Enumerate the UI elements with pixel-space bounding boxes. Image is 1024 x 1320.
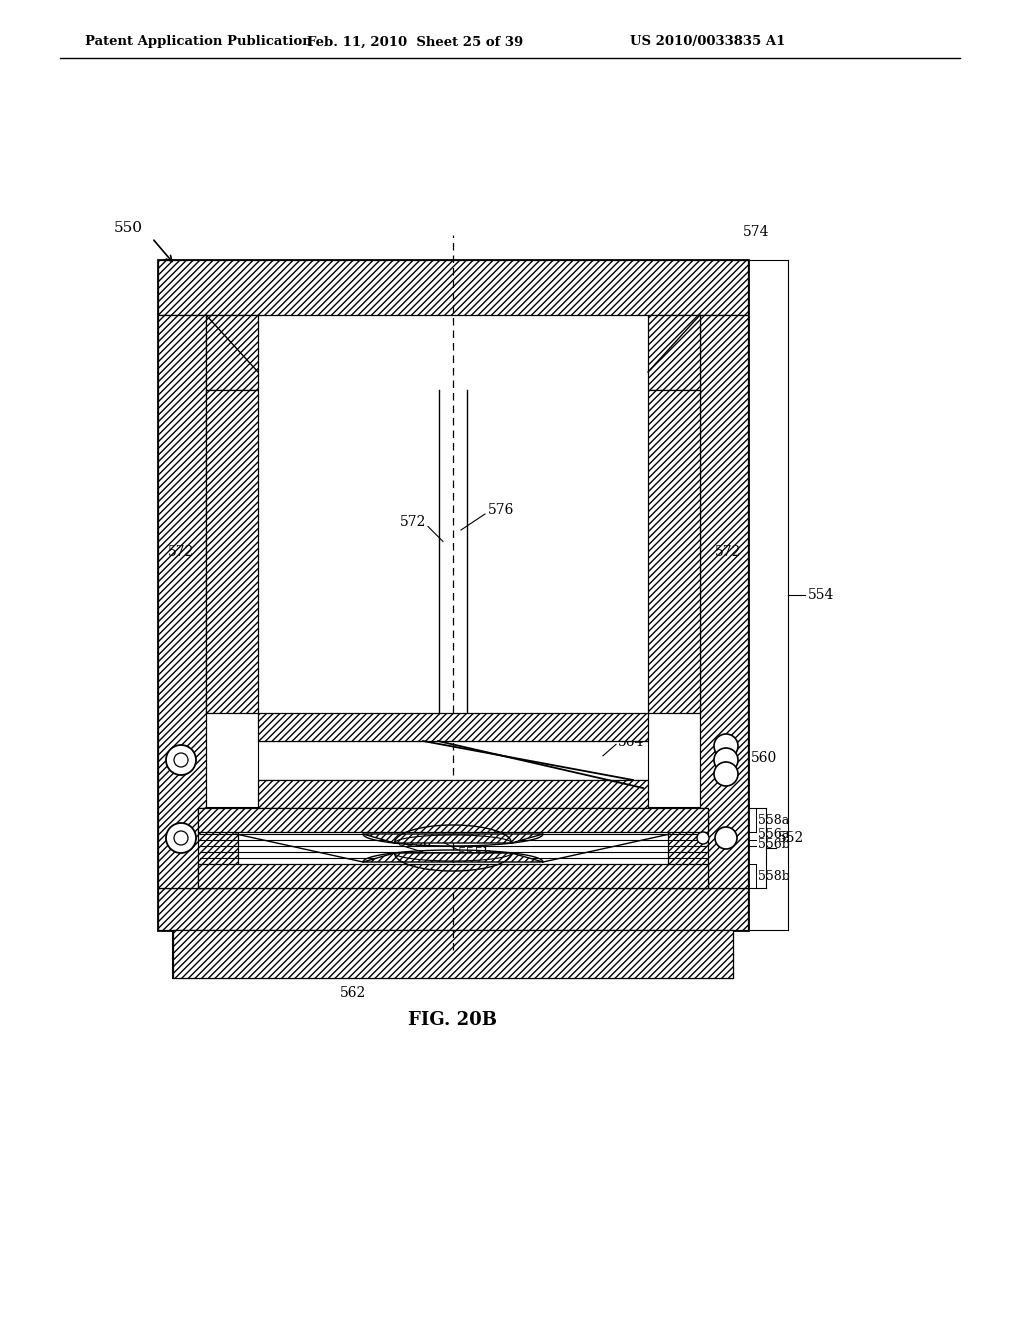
Text: 556a: 556a [758,828,790,841]
Bar [198,808,708,888]
Text: 574: 574 [743,224,769,239]
Text: 572: 572 [168,544,195,558]
Bar [158,260,748,931]
Bar [158,315,206,888]
Text: 558a: 558a [758,813,790,826]
Text: 572: 572 [399,515,426,528]
Text: 554: 554 [808,587,835,602]
Text: 562: 562 [340,986,367,1001]
Circle shape [715,828,737,849]
Text: 576: 576 [488,503,514,517]
Bar [648,315,700,389]
Bar [158,888,748,931]
Text: 572: 572 [715,544,741,558]
Bar [173,888,733,978]
Bar [258,780,648,808]
Text: 564: 564 [618,734,644,748]
Circle shape [714,748,738,772]
Polygon shape [362,834,543,843]
Text: 555b: 555b [458,847,494,861]
Bar [198,808,708,832]
Polygon shape [362,853,543,862]
Bar [258,713,648,741]
Text: Feb. 11, 2010  Sheet 25 of 39: Feb. 11, 2010 Sheet 25 of 39 [307,36,523,49]
Text: 550: 550 [114,220,142,235]
Text: FIG. 20B: FIG. 20B [409,1011,498,1030]
Circle shape [714,762,738,785]
Text: 560: 560 [751,751,777,766]
Bar [173,931,733,978]
Bar [198,865,708,888]
Bar [206,389,258,713]
Text: 556b: 556b [758,837,790,850]
Circle shape [166,744,196,775]
Circle shape [697,832,709,843]
Circle shape [714,734,738,758]
Bar [198,808,238,888]
Circle shape [174,752,188,767]
Text: 558b: 558b [758,870,790,883]
Circle shape [166,822,196,853]
Bar [158,260,748,315]
Text: Patent Application Publication: Patent Application Publication [85,36,311,49]
Bar [668,808,708,888]
Bar [258,741,648,780]
Circle shape [174,832,188,845]
Bar [648,389,700,713]
Bar [700,315,748,888]
Text: 555a: 555a [398,836,432,849]
Bar [206,315,258,389]
Text: US 2010/0033835 A1: US 2010/0033835 A1 [630,36,785,49]
Text: 552: 552 [778,832,804,845]
